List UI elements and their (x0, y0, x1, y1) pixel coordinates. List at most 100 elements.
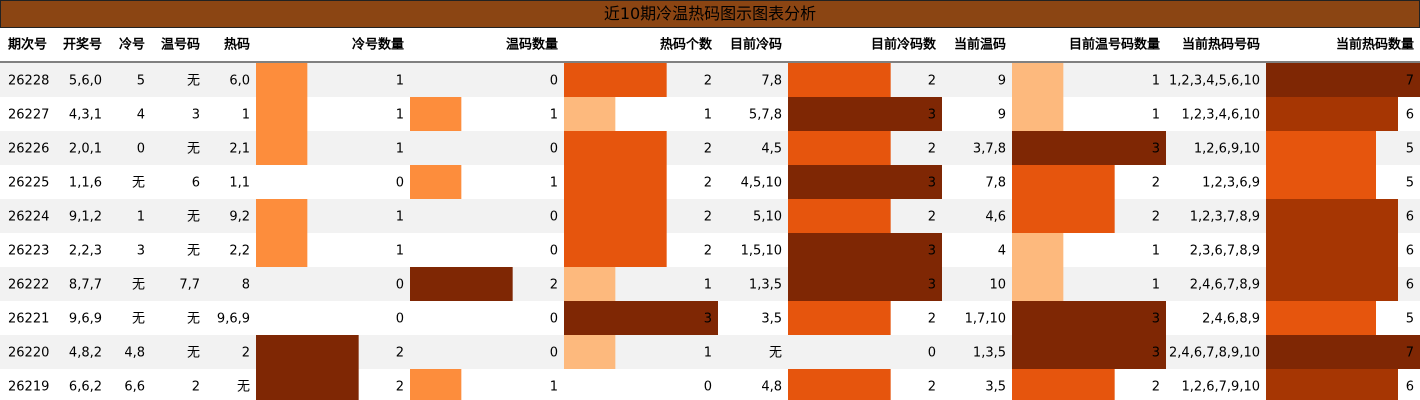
period-cell: 26219 (8, 380, 49, 395)
data-bar (1012, 131, 1166, 165)
data-cell: 0 (550, 312, 558, 327)
data-cell: 1,7,10 (965, 312, 1006, 327)
data-cell: 0 (550, 142, 558, 157)
period-cell: 26225 (8, 176, 49, 191)
period-cell: 26227 (8, 108, 49, 123)
data-bar (788, 131, 891, 165)
column-header: 当前热码号码 (1182, 37, 1260, 53)
data-cell: 9,2 (229, 210, 250, 225)
data-bar (564, 165, 667, 199)
data-cell: 1 (550, 380, 558, 395)
data-cell: 6 (1406, 244, 1414, 259)
data-cell: 无 (187, 346, 200, 361)
data-bar (564, 131, 667, 165)
table-row (0, 199, 1420, 233)
data-cell: 4,3,1 (69, 108, 102, 123)
data-bar (564, 233, 667, 267)
data-bar (1266, 63, 1420, 97)
data-cell: 1 (704, 346, 712, 361)
data-bar (1266, 165, 1376, 199)
data-cell: 3 (928, 176, 936, 191)
period-cell: 26224 (8, 210, 49, 225)
data-cell: 6 (1406, 210, 1414, 225)
data-cell: 1 (550, 176, 558, 191)
data-cell: 6 (1406, 380, 1414, 395)
data-cell: 2 (928, 142, 936, 157)
data-cell: 无 (769, 346, 782, 361)
data-bar (256, 335, 359, 369)
data-bar (1012, 97, 1064, 131)
data-bar (1266, 267, 1398, 301)
data-cell: 2 (928, 312, 936, 327)
period-cell: 26223 (8, 244, 49, 259)
data-cell: 7,8 (985, 176, 1006, 191)
chart-title: 近10期冷温热码图示图表分析 (0, 0, 1420, 28)
period-cell: 26226 (8, 142, 49, 157)
data-cell: 1,2,3,6,9 (1202, 176, 1260, 191)
data-bar (788, 165, 942, 199)
data-bar (1266, 301, 1376, 335)
data-cell: 4,8 (124, 346, 145, 361)
data-cell: 1,3,5 (749, 278, 782, 293)
data-cell: 1,2,3,4,6,10 (1181, 108, 1260, 123)
table-row (0, 131, 1420, 165)
data-cell: 0 (704, 380, 712, 395)
data-bar (1012, 165, 1115, 199)
data-cell: 2 (242, 346, 250, 361)
data-cell: 0 (137, 142, 145, 157)
data-bar (788, 267, 942, 301)
data-cell: 无 (132, 312, 145, 327)
column-header: 开奖号 (63, 37, 102, 53)
data-cell: 3,5 (985, 380, 1006, 395)
data-cell: 2,4,6,7,8,9,10 (1169, 346, 1260, 361)
column-header: 热码 (224, 37, 250, 53)
data-cell: 2 (396, 346, 404, 361)
data-cell: 2,3,6,7,8,9 (1190, 244, 1260, 259)
column-header: 温号码 (161, 38, 200, 53)
data-cell: 1,2,3,4,5,6,10 (1169, 74, 1260, 89)
table-row (0, 267, 1420, 301)
table-row (0, 63, 1420, 97)
data-cell: 无 (237, 380, 250, 395)
heat-table: 期次号 开奖号 冷号 温号码 热码 冷号数量 温码数量 热码个数 目前冷码 目前冷码数 当前温码 目前… (0, 37, 1420, 400)
data-cell: 7 (1406, 346, 1414, 361)
data-bar (564, 63, 667, 97)
data-cell: 1,2,6,9,10 (1194, 142, 1260, 157)
data-bar (1266, 97, 1398, 131)
data-bar (410, 97, 462, 131)
table-row (0, 233, 1420, 267)
data-cell: 3 (137, 244, 145, 259)
data-cell: 无 (187, 74, 200, 89)
data-cell: 3 (1152, 346, 1160, 361)
data-cell: 3 (928, 108, 936, 123)
data-bar (256, 97, 308, 131)
data-cell: 3 (928, 278, 936, 293)
data-cell: 9,6,9 (69, 312, 102, 327)
period-cell: 26228 (8, 74, 49, 89)
data-bar (1012, 63, 1064, 97)
column-header: 目前冷码数 (871, 37, 937, 53)
table-row (0, 97, 1420, 131)
data-cell: 2 (704, 244, 712, 259)
data-cell: 0 (396, 278, 404, 293)
data-bar (1012, 233, 1064, 267)
data-cell: 2 (704, 142, 712, 157)
data-cell: 2 (928, 210, 936, 225)
column-header: 期次号 (8, 37, 47, 53)
data-cell: 4 (998, 244, 1006, 259)
data-cell: 1 (396, 210, 404, 225)
period-cell: 26220 (8, 346, 49, 361)
column-header: 当前热码数量 (1336, 37, 1414, 53)
period-cell: 26221 (8, 312, 49, 327)
data-bar (788, 199, 891, 233)
data-bar (788, 301, 891, 335)
data-cell: 2,4,6,8,9 (1202, 312, 1260, 327)
data-cell: 1 (396, 244, 404, 259)
data-cell: 无 (187, 312, 200, 327)
column-header: 热码个数 (660, 37, 713, 53)
data-cell: 7,8 (761, 74, 782, 89)
data-bar (564, 97, 616, 131)
data-cell: 2 (704, 176, 712, 191)
data-cell: 1 (137, 210, 145, 225)
data-cell: 4,6 (985, 210, 1006, 225)
